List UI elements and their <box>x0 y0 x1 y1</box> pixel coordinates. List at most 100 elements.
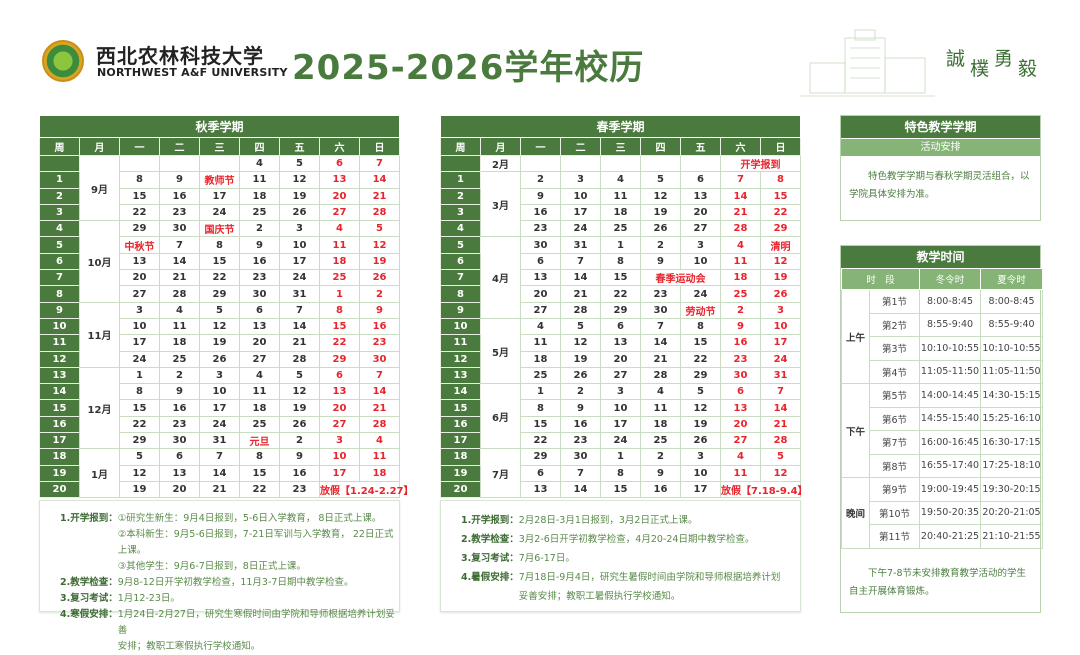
note-line: 7月18日-9月4日，研究生暑假时间由学院和导师根据培养计划 <box>518 572 781 583</box>
day-cell: 30 <box>520 236 561 254</box>
winter-time: 19:00-19:45 <box>919 477 982 502</box>
note-line: ②本科新生：9月5-6日报到，7-21日军训与入学教育， 22日正式上课。 <box>117 529 394 556</box>
day-cell: 17 <box>199 187 240 205</box>
day-cell: 24 <box>279 269 320 287</box>
day-cell: 29 <box>680 366 721 385</box>
week-row: 14 8 9 10 11 12 13 14 <box>39 383 401 401</box>
day-cell: 12 <box>560 334 601 352</box>
day-cell: 12 <box>680 399 721 417</box>
week-row: 19 6 7 8 9 10 11 12 <box>440 464 802 482</box>
day-cell: 7 <box>199 448 240 466</box>
period-name: 第1节 <box>868 289 921 314</box>
period-name: 第8节 <box>868 453 921 478</box>
week-number: 13 <box>39 366 80 385</box>
day-cell: 13 <box>159 464 200 482</box>
column-header: 周 <box>39 137 80 156</box>
day-cell: 14 <box>199 464 240 482</box>
note-label: 4.寒假安排： <box>60 609 118 620</box>
day-cell: 13 <box>680 187 721 205</box>
day-cell: 19 <box>759 269 802 287</box>
spring-semester-calendar: 春季学期周月一二三四五六日 2月 开学报到 1 3月 2 3 4 5 6 7 8 2 9 10 11 12 13 1… <box>439 115 808 499</box>
day-cell: 17 <box>199 399 240 417</box>
day-cell: 7 <box>279 301 320 319</box>
day-cell: 15 <box>759 187 802 205</box>
day-cell: 10 <box>279 236 320 254</box>
day-cell: 9 <box>279 448 320 466</box>
day-cell: 29 <box>520 448 561 466</box>
day-cell: 13 <box>119 252 160 271</box>
day-cell: 7 <box>560 464 601 482</box>
week-row: 15 15 16 17 18 19 20 21 <box>39 399 401 417</box>
day-cell: 7 <box>159 236 200 254</box>
day-cell: 9 <box>640 252 681 271</box>
day-cell: 9 <box>159 171 200 189</box>
winter-time: 14:00-14:45 <box>919 383 982 408</box>
note-line: 1月12-23日。 <box>117 593 180 604</box>
day-cell: 20 <box>239 334 280 352</box>
day-cell: 8 <box>600 464 641 482</box>
day-cell: 11 <box>319 236 360 254</box>
note-label: 2.教学检查： <box>461 534 519 545</box>
day-cell: 20 <box>600 350 641 368</box>
day-cell: 16 <box>640 480 681 499</box>
day-cell: 7 <box>640 317 681 336</box>
holiday-cell: 国庆节 <box>199 220 240 238</box>
day-cell: 23 <box>720 350 761 368</box>
week-row: 10 10 11 12 13 14 15 16 <box>39 317 401 336</box>
spring-notes: 1.开学报到： 2月28日-3月1日报到，3月2日正式上课。 2.教学检查： 3月2-… <box>440 500 801 612</box>
day-cell: 25 <box>720 285 761 303</box>
period-name: 第11节 <box>868 524 921 549</box>
day-cell: 31 <box>560 236 601 254</box>
day-cell: 12 <box>759 252 802 271</box>
day-cell: 11 <box>600 187 641 205</box>
teaching-time-table: 时 段冬令时 夏令时 上午 第1节 8:00-8:45 8:00-8:45 第2节 8:55-… <box>840 268 1044 549</box>
day-cell: 17 <box>600 415 641 434</box>
day-cell: 8 <box>199 236 240 254</box>
week-number: 19 <box>440 464 481 482</box>
day-cell: 12 <box>199 317 240 336</box>
week-number: 9 <box>440 301 481 319</box>
day-cell: 9 <box>358 301 401 319</box>
holiday-cell: 劳动节 <box>680 301 721 319</box>
day-cell: 3 <box>560 171 601 189</box>
day-cell: 14 <box>358 383 401 401</box>
day-cell: 25 <box>640 432 681 450</box>
week-number: 16 <box>39 415 80 434</box>
column-header: 月 <box>79 137 120 156</box>
day-cell: 16 <box>159 399 200 417</box>
day-cell: 8 <box>600 252 641 271</box>
month-label: 5月 <box>480 317 521 385</box>
week-row: 5 4月 30 31 1 2 3 4 清明 <box>440 236 802 319</box>
day-cell: 13 <box>600 334 641 352</box>
time-of-day-label: 晚间 <box>841 477 870 549</box>
week-number: 20 <box>39 480 80 499</box>
note-label: 1.开学报到： <box>60 513 118 524</box>
day-cell: 23 <box>239 269 280 287</box>
day-cell: 15 <box>600 480 641 499</box>
special-term-title: 特色教学学期 <box>841 116 1040 138</box>
holiday-cell: 教师节 <box>199 171 240 189</box>
week-number: 4 <box>39 220 80 238</box>
day-cell: 3 <box>600 383 641 401</box>
day-cell: 13 <box>319 383 360 401</box>
note-item: 1.开学报到： ①研究生新生：9月4日报到，5-6日入学教育， 8日正式上课。 ②本… <box>60 511 399 575</box>
week-number <box>440 154 481 173</box>
column-header: 日 <box>759 137 802 156</box>
day-cell: 14 <box>358 171 401 189</box>
day-cell: 31 <box>199 432 240 450</box>
winter-time: 16:55-17:40 <box>919 453 982 478</box>
day-cell: 6 <box>319 366 360 385</box>
day-cell: 28 <box>358 415 401 434</box>
day-cell: 20 <box>319 399 360 417</box>
day-cell: 9 <box>520 187 561 205</box>
week-row: 6 6 7 8 9 10 11 12 <box>440 252 802 271</box>
week-row: 1 8 9 教师节 11 12 13 14 <box>39 171 401 189</box>
day-cell: 23 <box>159 415 200 434</box>
day-cell: 7 <box>358 366 401 385</box>
week-row: 7 20 21 22 23 24 25 26 <box>39 269 401 287</box>
day-cell: 22 <box>759 203 802 222</box>
month-label: 4月 <box>480 236 521 319</box>
day-cell: 10 <box>680 464 721 482</box>
holiday-cell: 放假【7.18-9.4】 <box>719 480 808 499</box>
day-cell: 15 <box>239 464 280 482</box>
